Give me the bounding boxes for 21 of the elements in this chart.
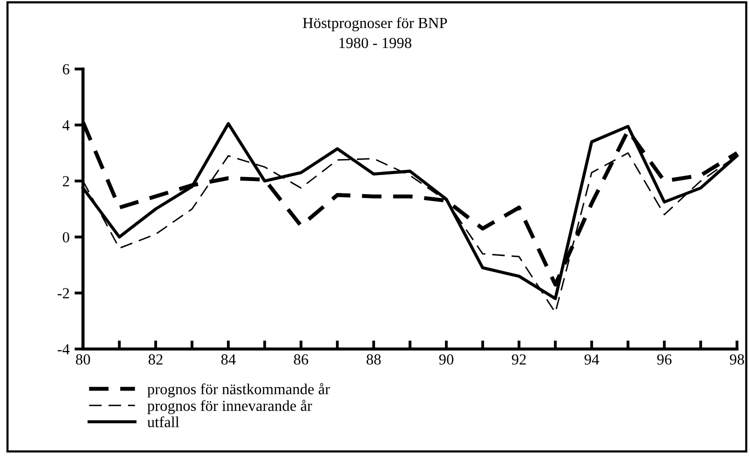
x-tick-label: 94 (584, 354, 600, 365)
y-tick-label: 4 (62, 120, 70, 130)
legend-label: utfall (147, 416, 180, 428)
x-tick-label: 84 (221, 354, 236, 365)
x-tick-label: 80 (76, 354, 90, 365)
y-tick-label: -4 (58, 344, 70, 354)
legend-label: prognos för innevarande år (147, 400, 312, 414)
chart-title: Höstprognoser för BNP (302, 17, 447, 32)
y-tick-label: 2 (62, 176, 69, 186)
x-tick-label: 90 (439, 354, 454, 365)
legend-label: prognos för nästkommande år (147, 383, 330, 398)
y-tick-label: -2 (58, 288, 69, 298)
x-tick-label: 88 (366, 354, 381, 365)
x-tick-label: 86 (294, 354, 308, 365)
x-tick-label: 98 (730, 354, 744, 365)
x-tick-label: 96 (657, 354, 672, 365)
chart-subtitle: 1980 - 1998 (339, 38, 412, 48)
x-tick-label: 92 (512, 354, 526, 365)
y-tick-label: 6 (62, 64, 70, 74)
y-tick-label: 0 (62, 232, 70, 242)
x-tick-label: 82 (148, 354, 162, 365)
